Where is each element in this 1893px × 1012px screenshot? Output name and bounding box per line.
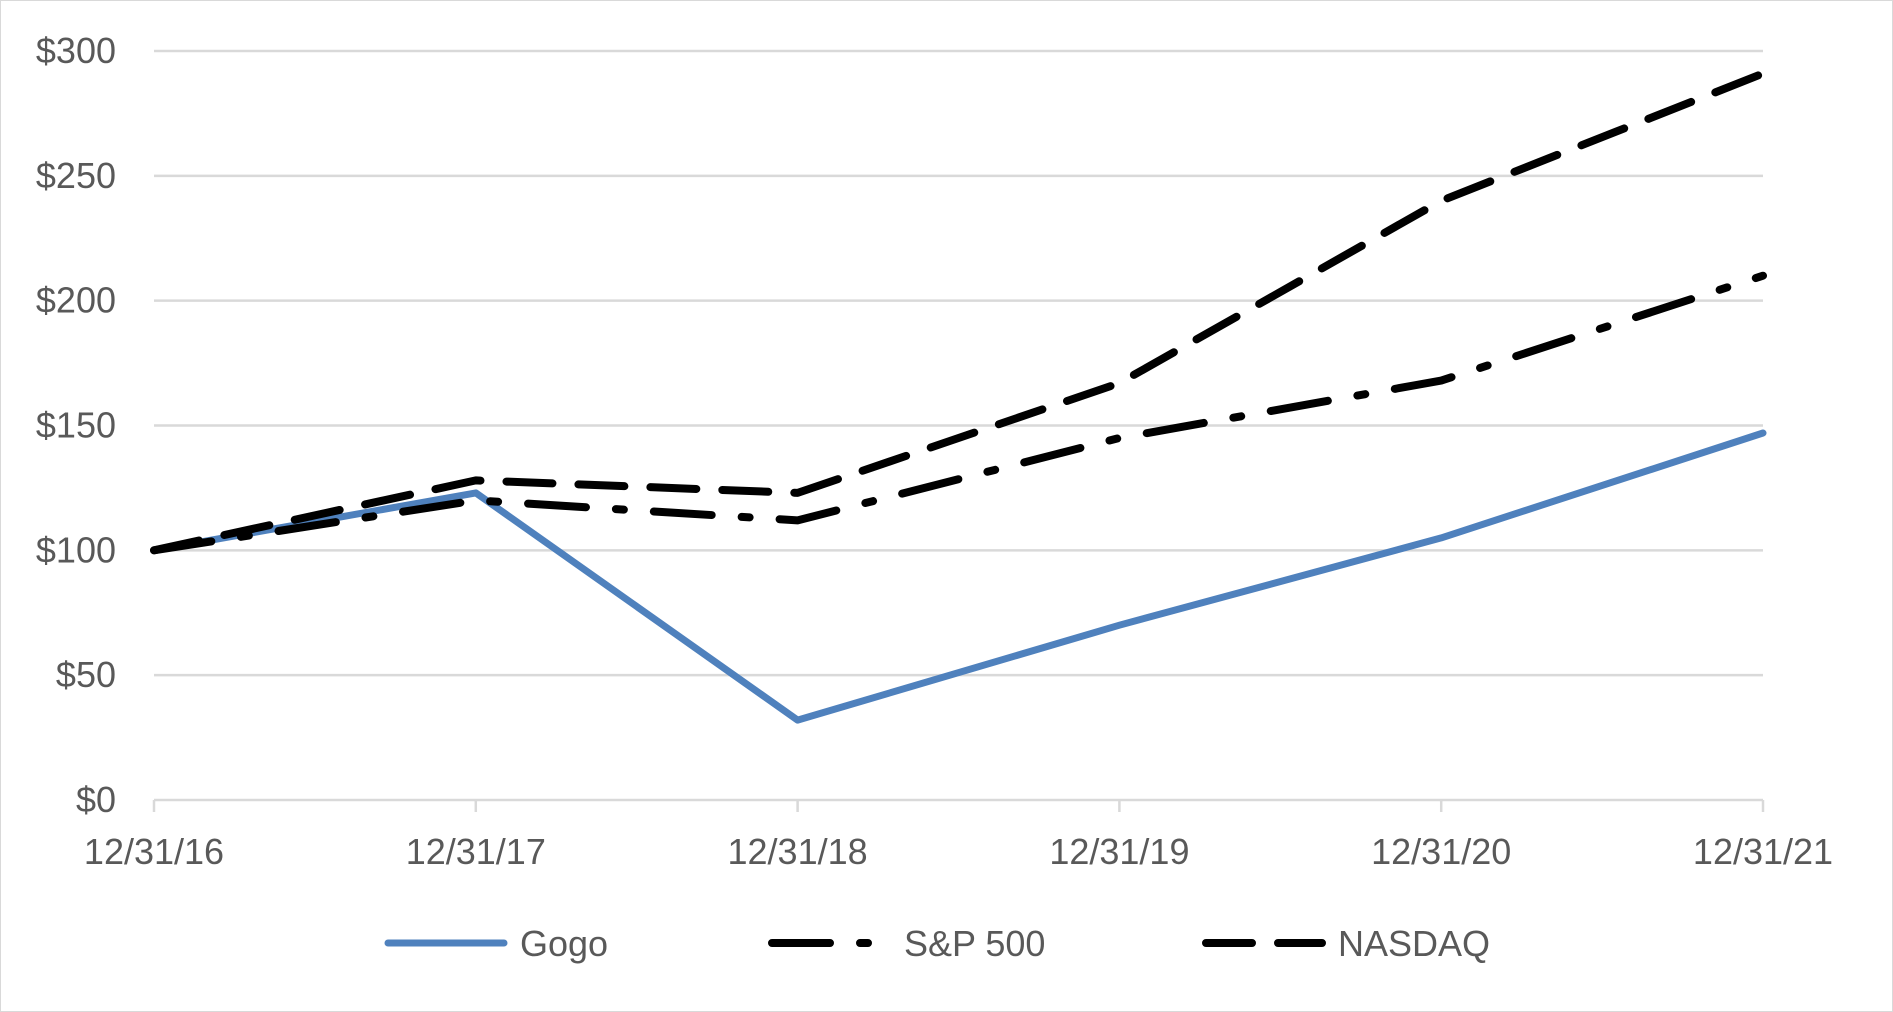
y-tick-label: $250 (36, 155, 116, 196)
y-axis-tick-labels: $0 $50 $100 $150 $200 $250 $300 (36, 30, 116, 820)
x-tick-label: 12/31/20 (1371, 831, 1511, 872)
x-tick-label: 12/31/17 (406, 831, 546, 872)
x-tick-label: 12/31/18 (728, 831, 868, 872)
y-tick-label: $300 (36, 30, 116, 71)
x-axis (152, 798, 1765, 812)
gridlines (154, 49, 1763, 677)
x-tick-label: 12/31/16 (84, 831, 224, 872)
series-lines (150, 69, 1767, 724)
legend-label: NASDAQ (1338, 923, 1490, 964)
x-tick-label: 12/31/19 (1049, 831, 1189, 872)
legend-label: Gogo (520, 923, 608, 964)
series-line-nasdaq (150, 69, 1767, 555)
x-tick-label: 12/31/21 (1693, 831, 1833, 872)
x-axis-tick-labels: 12/31/16 12/31/17 12/31/18 12/31/19 12/31/20… (84, 831, 1833, 872)
series-line-gogo (150, 429, 1767, 724)
legend: Gogo S&P 500 NASDAQ (384, 923, 1490, 964)
y-tick-label: $150 (36, 405, 116, 446)
y-tick-label: $0 (76, 779, 116, 820)
series-line-s-p-500 (150, 271, 1767, 555)
legend-label: S&P 500 (904, 923, 1045, 964)
y-tick-label: $100 (36, 529, 116, 570)
y-tick-label: $200 (36, 280, 116, 321)
y-tick-label: $50 (56, 654, 116, 695)
